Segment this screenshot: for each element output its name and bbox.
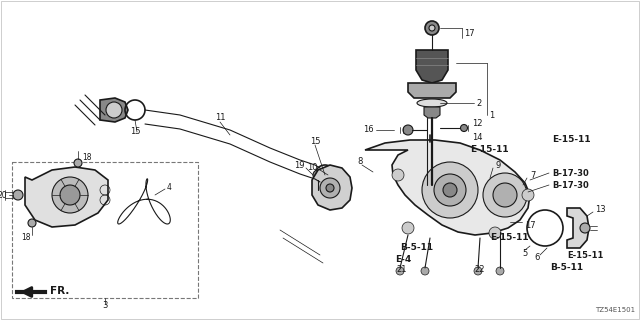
Circle shape xyxy=(74,159,82,167)
Text: 6: 6 xyxy=(534,253,540,262)
Text: 7: 7 xyxy=(530,171,536,180)
Polygon shape xyxy=(416,50,448,83)
Text: 2: 2 xyxy=(476,99,481,108)
Text: 5: 5 xyxy=(522,249,527,258)
Circle shape xyxy=(483,173,527,217)
Polygon shape xyxy=(424,107,440,118)
Text: TZ54E1501: TZ54E1501 xyxy=(595,307,635,313)
Circle shape xyxy=(392,169,404,181)
Circle shape xyxy=(396,267,404,275)
Circle shape xyxy=(493,183,517,207)
Circle shape xyxy=(402,222,414,234)
Text: 1: 1 xyxy=(489,110,494,119)
Text: B-17-30: B-17-30 xyxy=(552,180,589,189)
Text: 22: 22 xyxy=(475,266,485,275)
Ellipse shape xyxy=(417,99,447,107)
Text: 18: 18 xyxy=(21,233,31,242)
Circle shape xyxy=(320,178,340,198)
Text: 21: 21 xyxy=(397,266,407,275)
Text: 20: 20 xyxy=(0,190,7,199)
Circle shape xyxy=(434,174,466,206)
Circle shape xyxy=(496,267,504,275)
Text: 14: 14 xyxy=(472,132,483,141)
Circle shape xyxy=(522,189,534,201)
Circle shape xyxy=(443,183,457,197)
Ellipse shape xyxy=(461,124,467,132)
Bar xyxy=(12,162,198,298)
Text: B-17-30: B-17-30 xyxy=(552,169,589,178)
Circle shape xyxy=(425,21,439,35)
Polygon shape xyxy=(25,167,108,227)
Text: E-15-11: E-15-11 xyxy=(490,234,529,243)
Text: 4: 4 xyxy=(167,182,172,191)
Polygon shape xyxy=(408,83,456,98)
Text: 17: 17 xyxy=(464,28,475,37)
Polygon shape xyxy=(312,165,352,210)
Polygon shape xyxy=(567,208,589,248)
Text: 16: 16 xyxy=(364,125,374,134)
Circle shape xyxy=(474,267,482,275)
Text: 11: 11 xyxy=(215,114,225,123)
Circle shape xyxy=(326,184,334,192)
Circle shape xyxy=(489,227,501,239)
Circle shape xyxy=(60,185,80,205)
Text: 12: 12 xyxy=(472,118,483,127)
Circle shape xyxy=(422,162,478,218)
Text: 9: 9 xyxy=(495,161,500,170)
Text: E-4: E-4 xyxy=(395,255,412,265)
Text: B-5-11: B-5-11 xyxy=(400,243,433,252)
Circle shape xyxy=(580,223,590,233)
Text: 10: 10 xyxy=(307,164,318,172)
Text: 15: 15 xyxy=(310,138,321,147)
Text: 8: 8 xyxy=(357,157,362,166)
Text: 18: 18 xyxy=(82,153,92,162)
Text: 13: 13 xyxy=(595,205,605,214)
Text: E-15-11: E-15-11 xyxy=(552,135,591,145)
Text: E-15-11: E-15-11 xyxy=(470,146,509,155)
Circle shape xyxy=(403,125,413,135)
Circle shape xyxy=(28,219,36,227)
Text: B-5-11: B-5-11 xyxy=(550,263,583,273)
Text: 19: 19 xyxy=(294,161,305,170)
Text: 15: 15 xyxy=(130,127,141,137)
Circle shape xyxy=(52,177,88,213)
Circle shape xyxy=(13,190,23,200)
Ellipse shape xyxy=(427,143,433,147)
Circle shape xyxy=(429,25,435,31)
Polygon shape xyxy=(365,140,530,235)
Text: 3: 3 xyxy=(102,301,108,310)
Text: FR.: FR. xyxy=(50,286,69,296)
Text: 17: 17 xyxy=(525,220,536,229)
Circle shape xyxy=(313,170,323,180)
Circle shape xyxy=(106,102,122,118)
Circle shape xyxy=(421,267,429,275)
Polygon shape xyxy=(100,98,128,122)
Text: E-15-11: E-15-11 xyxy=(567,252,604,260)
